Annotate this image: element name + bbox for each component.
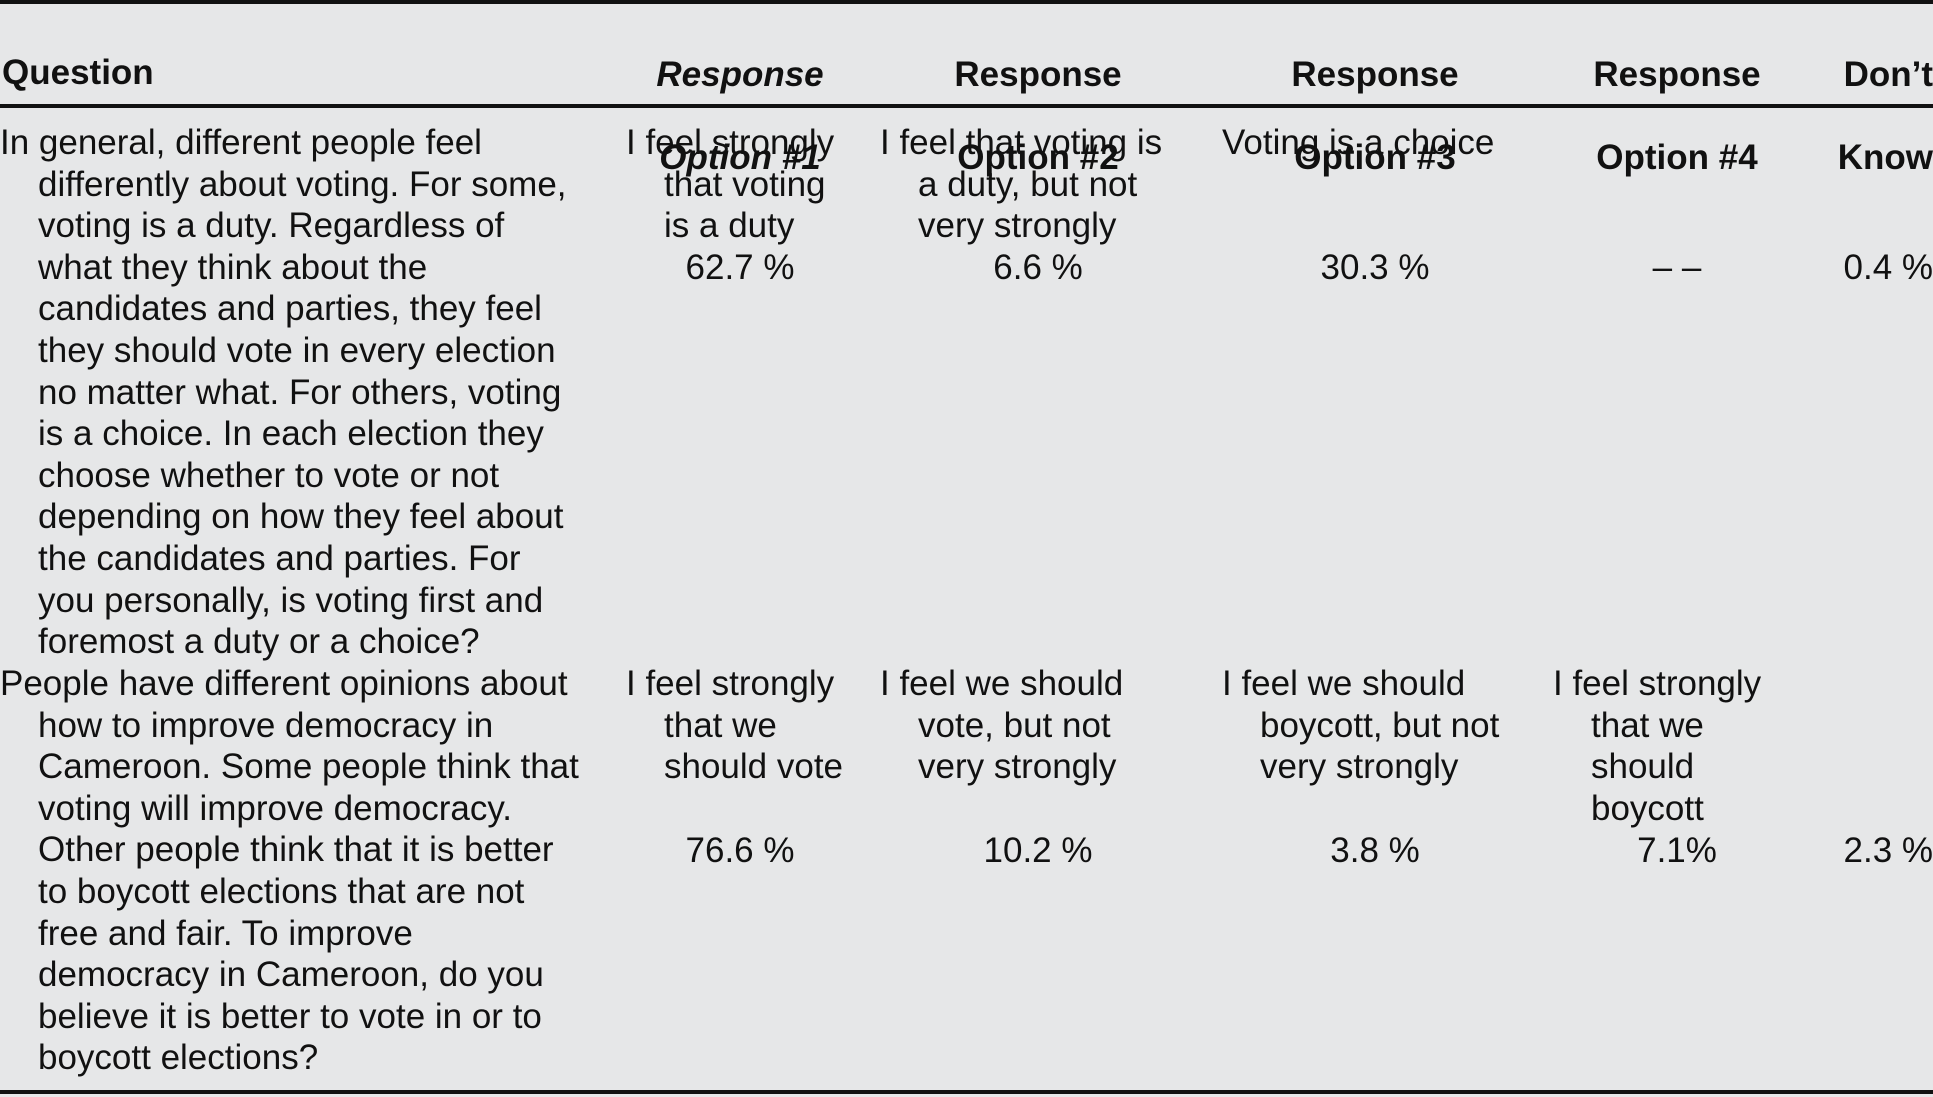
header-option-2: Response Option #2	[918, 12, 1158, 220]
row-1-question-line: differently about voting. For some,	[38, 164, 567, 204]
row-2-option-3: I feel we should boycott, but not very s…	[1222, 663, 1542, 788]
row-2-question-line: democracy in Cameroon, do you	[38, 955, 544, 995]
row-1-question: In general, different people feel differ…	[0, 122, 610, 663]
row-2-option-2-line: I feel we should	[880, 664, 1124, 703]
row-2-option-3-line: very strongly	[1260, 747, 1459, 787]
row-2-option-2: I feel we should vote, but not very stro…	[880, 663, 1210, 788]
row-2-option-1-line: that we	[664, 705, 777, 745]
row-2-option-4-line: should	[1591, 747, 1695, 787]
header-dont-know: Don’t Know	[1822, 12, 1933, 220]
row-1-question-line: they should vote in every election	[38, 330, 556, 370]
row-1-question-line: foremost a duty or a choice?	[38, 622, 480, 662]
header-option-3-line-1: Response	[1291, 54, 1459, 94]
header-option-1-line-1: Response	[656, 54, 824, 94]
row-1-option-1-line: that voting	[664, 164, 826, 204]
row-1-question-line: the candidates and parties. For	[38, 538, 521, 578]
row-2-option-4-line: that we	[1591, 705, 1704, 745]
header-option-2-line-2: Option #2	[957, 137, 1119, 177]
row-2-option-1-line: should vote	[664, 747, 844, 787]
header-dont-know-line-1: Don’t	[1843, 54, 1933, 94]
row-1-option-1-percent: 62.7 %	[685, 248, 795, 287]
row-1-question-line: no matter what. For others, voting	[38, 372, 562, 412]
row-1-option-4-percent: – –	[1652, 248, 1702, 287]
row-2-option-1-percent: 76.6 %	[685, 831, 795, 870]
top-rule	[0, 0, 1933, 4]
header-option-4-line-1: Response	[1593, 54, 1761, 94]
header-option-2-line-1: Response	[954, 54, 1122, 94]
row-1-option-3: Voting is a choice	[1222, 122, 1542, 164]
row-1-option-2-line: a duty, but not	[918, 164, 1138, 204]
row-1-option-2-line: I feel that voting is	[880, 123, 1163, 162]
bottom-rule	[0, 1090, 1933, 1094]
row-2-option-4-line: I feel strongly	[1553, 664, 1762, 703]
row-2-option-2-line: vote, but not	[918, 705, 1111, 745]
row-1-question-line: you personally, is voting first and	[38, 580, 544, 620]
row-1-option-1: I feel strongly that voting is a duty	[626, 122, 916, 247]
header-option-3-line-2: Option #3	[1294, 137, 1456, 177]
row-2-dont-know-percent: 2.3 %	[1843, 831, 1933, 870]
row-2-option-1: I feel strongly that we should vote	[626, 663, 916, 788]
row-1-question-line: depending on how they feel about	[38, 497, 564, 537]
row-1-question-line: candidates and parties, they feel	[38, 289, 542, 329]
row-1-dont-know-percent: 0.4 %	[1843, 248, 1933, 287]
row-2-option-4-percent: 7.1%	[1637, 831, 1717, 870]
row-2-question-line: People have different opinions about	[0, 664, 568, 703]
row-2-question-line: to boycott elections that are not	[38, 871, 525, 911]
row-1-question-line: In general, different people feel	[0, 123, 482, 162]
row-2-option-3-line: boycott, but not	[1260, 705, 1500, 745]
row-1-option-2: I feel that voting is a duty, but not ve…	[880, 122, 1210, 247]
header-option-3: Response Option #3	[1255, 12, 1495, 220]
row-2-option-2-percent: 10.2 %	[983, 831, 1093, 870]
row-1-question-line: is a choice. In each election they	[38, 414, 544, 454]
header-option-1: Response Option #1	[620, 12, 860, 220]
row-1-question-line: what they think about the	[38, 247, 428, 287]
row-2-question: People have different opinions about how…	[0, 663, 610, 1079]
header-question: Question	[2, 53, 154, 92]
row-2-question-line: boycott elections?	[38, 1038, 319, 1078]
row-2-question-line: believe it is better to vote in or to	[38, 996, 542, 1036]
row-2-question-line: voting will improve democracy.	[38, 788, 512, 828]
header-rule	[0, 104, 1933, 108]
row-1-option-1-line: I feel strongly	[626, 123, 835, 162]
row-1-option-3-line: Voting is a choice	[1222, 123, 1495, 162]
row-2-option-2-line: very strongly	[918, 747, 1117, 787]
header-dont-know-line-2: Know	[1837, 137, 1933, 177]
header-option-1-line-2: Option #1	[659, 137, 821, 177]
row-2-question-line: Cameroon. Some people think that	[38, 747, 579, 787]
row-2-question-line: Other people think that it is better	[38, 830, 554, 870]
row-2-option-3-percent: 3.8 %	[1330, 831, 1420, 870]
row-2-option-4-line: boycott	[1591, 788, 1704, 828]
row-1-option-2-line: very strongly	[918, 206, 1117, 246]
row-2-option-3-line: I feel we should	[1222, 664, 1466, 703]
row-1-option-2-percent: 6.6 %	[993, 248, 1083, 287]
row-2-question-line: how to improve democracy in	[38, 705, 494, 745]
row-2-option-1-line: I feel strongly	[626, 664, 835, 703]
row-1-question-line: choose whether to vote or not	[38, 455, 500, 495]
row-1-option-3-percent: 30.3 %	[1320, 248, 1430, 287]
row-2-option-4: I feel strongly that we should boycott	[1553, 663, 1803, 829]
header-option-4-line-2: Option #4	[1596, 137, 1758, 177]
row-1-option-1-line: is a duty	[664, 206, 795, 246]
row-2-question-line: free and fair. To improve	[38, 913, 413, 953]
header-option-4: Response Option #4	[1557, 12, 1797, 220]
row-1-question-line: voting is a duty. Regardless of	[38, 206, 505, 246]
